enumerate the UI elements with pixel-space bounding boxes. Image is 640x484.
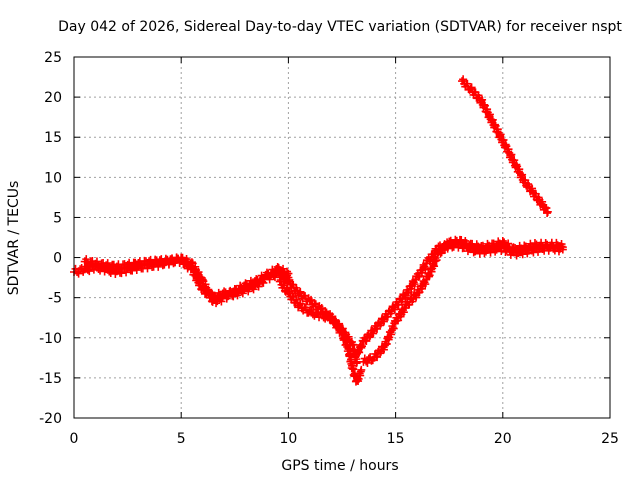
data-point xyxy=(164,259,173,268)
data-point xyxy=(307,295,316,304)
data-point xyxy=(132,262,141,271)
axis-ticks: 0 5 10 15 20 25 -20 -15 -10 -5 0 5 10 15 20 25 xyxy=(39,50,619,447)
data-point xyxy=(238,285,247,294)
data-point xyxy=(436,249,445,258)
data-point xyxy=(143,261,152,270)
data-point xyxy=(376,349,385,358)
chart-title: Day 042 of 2026, Sidereal Day-to-day VTE… xyxy=(58,19,622,35)
data-point xyxy=(379,317,388,326)
data-point xyxy=(498,236,507,245)
data-point xyxy=(92,257,101,266)
data-point xyxy=(457,235,466,244)
y-tick-label: 25 xyxy=(44,50,62,66)
data-point xyxy=(399,308,408,317)
data-point xyxy=(459,75,468,84)
data-point xyxy=(421,280,430,289)
data-point xyxy=(414,272,423,281)
data-point xyxy=(491,243,500,252)
data-point xyxy=(520,241,529,250)
data-point xyxy=(518,246,527,255)
x-tick-label: 0 xyxy=(70,431,79,447)
data-point xyxy=(318,309,327,318)
data-point xyxy=(330,316,339,325)
y-axis-label: SDTVAR / TECUs xyxy=(6,181,22,296)
y-tick-label: -5 xyxy=(48,291,62,307)
y-tick-label: 20 xyxy=(44,90,62,106)
y-tick-label: 0 xyxy=(53,251,62,267)
data-point xyxy=(276,276,285,285)
data-point xyxy=(421,264,430,273)
series-sat-track-f xyxy=(359,235,567,367)
data-point xyxy=(285,287,294,296)
x-tick-label: 20 xyxy=(494,431,512,447)
data-point xyxy=(193,269,202,278)
data-point xyxy=(228,291,237,300)
data-point xyxy=(301,303,310,312)
data-point xyxy=(538,197,547,206)
data-point xyxy=(178,253,187,262)
data-point xyxy=(390,305,399,314)
data-point xyxy=(103,259,112,268)
y-tick-label: 5 xyxy=(53,210,62,226)
data-point xyxy=(154,260,163,269)
plot-frame xyxy=(73,56,611,419)
data-point xyxy=(365,333,374,342)
data-point xyxy=(467,83,476,92)
data-point xyxy=(379,345,388,354)
data-point xyxy=(274,263,283,272)
data-point xyxy=(486,244,495,253)
data-point xyxy=(333,320,342,329)
data-point xyxy=(412,293,421,302)
data-point xyxy=(194,268,203,277)
data-point xyxy=(357,365,366,374)
data-point xyxy=(307,305,316,314)
data-point xyxy=(558,243,567,252)
series-sat-track-b xyxy=(80,253,293,308)
data-points xyxy=(70,75,567,386)
series-sat-track-g xyxy=(458,75,552,218)
data-point xyxy=(249,281,258,290)
y-tick-label: -10 xyxy=(39,331,62,347)
x-tick-label: 15 xyxy=(387,431,405,447)
data-point xyxy=(369,329,378,338)
data-point xyxy=(74,269,83,278)
y-tick-label: 10 xyxy=(44,170,62,186)
data-point xyxy=(463,79,472,88)
data-point xyxy=(285,275,294,284)
data-point xyxy=(543,207,552,216)
data-point xyxy=(187,258,196,267)
data-point xyxy=(260,275,269,284)
x-tick-label: 25 xyxy=(601,431,619,447)
data-point xyxy=(328,312,337,321)
x-tick-label: 5 xyxy=(177,431,186,447)
data-point xyxy=(363,358,372,367)
x-tick-label: 10 xyxy=(279,431,297,447)
data-point xyxy=(310,299,319,308)
series-sat-track-d xyxy=(275,276,366,386)
data-point xyxy=(528,184,537,193)
data-point xyxy=(480,245,489,254)
data-point xyxy=(410,280,419,289)
y-tick-label: -15 xyxy=(39,371,62,387)
data-point xyxy=(82,255,91,264)
grid-lines xyxy=(74,57,610,418)
y-tick-label: 15 xyxy=(44,130,62,146)
data-point xyxy=(296,287,305,296)
data-point xyxy=(296,299,305,308)
data-point xyxy=(217,297,226,306)
y-tick-label: -20 xyxy=(39,411,62,427)
x-axis-label: GPS time / hours xyxy=(281,458,398,474)
